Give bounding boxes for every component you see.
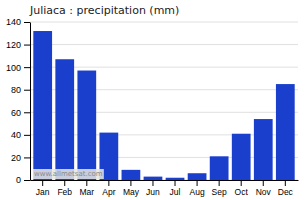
y-tick: 140: [6, 17, 30, 27]
bar: [33, 31, 52, 180]
x-tick: Apr: [102, 180, 115, 197]
bar: [55, 59, 74, 180]
x-tick-mark: [219, 180, 220, 186]
x-tick: Jul: [170, 180, 181, 197]
x-tick-mark: [197, 180, 198, 186]
x-tick: Aug: [190, 180, 205, 197]
bar: [232, 134, 251, 180]
x-tick-label: Dec: [278, 187, 294, 197]
y-tick-label: 120: [6, 40, 21, 50]
y-tick-mark: [24, 45, 30, 46]
x-tick-label: Jun: [146, 187, 160, 197]
x-tick-mark: [285, 180, 286, 186]
y-tick-label: 100: [6, 63, 21, 73]
x-tick-label: Oct: [235, 187, 249, 197]
y-tick-mark: [24, 135, 30, 136]
x-tick: Jan: [36, 180, 50, 197]
y-tick-label: 140: [6, 17, 21, 27]
x-tick-mark: [42, 180, 43, 186]
bar: [210, 156, 229, 180]
x-tick-label: Nov: [256, 187, 272, 197]
x-tick-mark: [241, 180, 242, 186]
x-tick: Oct: [235, 180, 249, 197]
y-tick-mark: [24, 90, 30, 91]
y-tick-label: 20: [11, 153, 21, 163]
y-tick: 120: [6, 40, 30, 50]
y-tick-label: 60: [11, 108, 21, 118]
y-tick-mark: [24, 22, 30, 23]
y-tick-mark: [24, 112, 30, 113]
chart: 0 20 40 60 80 100 120 140 Jan Feb Mar Apr May Jun Jul A…: [0, 0, 306, 200]
x-tick-label: Aug: [190, 187, 205, 197]
bar: [144, 177, 163, 180]
y-tick: 60: [11, 108, 30, 118]
x-tick-mark: [130, 180, 131, 186]
x-tick-mark: [64, 180, 65, 186]
x-tick: Dec: [278, 180, 294, 197]
x-tick: Nov: [256, 180, 272, 197]
x-tick-label: Jul: [170, 187, 181, 197]
watermark-background: [33, 169, 104, 179]
x-tick-mark: [86, 180, 87, 186]
bar: [77, 71, 96, 180]
x-tick: Jun: [146, 180, 160, 197]
x-axis: Jan Feb Mar Apr May Jun Jul Aug Sep Oct Nov Dec: [31, 180, 299, 197]
x-tick: Mar: [79, 180, 94, 197]
bar: [188, 173, 207, 180]
plot-area: 0 20 40 60 80 100 120 140 Jan Feb Mar Apr May Jun Jul A…: [6, 17, 299, 197]
y-tick: 100: [6, 63, 30, 73]
x-tick-mark: [263, 180, 264, 186]
x-tick-label: Jan: [36, 187, 50, 197]
bar: [122, 170, 141, 180]
x-tick: Feb: [57, 180, 72, 197]
x-tick-label: Sep: [212, 187, 227, 197]
y-tick: 20: [11, 153, 30, 163]
grid-line: [30, 22, 298, 23]
y-tick: 80: [11, 85, 30, 95]
bars: [33, 31, 294, 180]
y-tick-label: 0: [16, 175, 21, 185]
x-tick-label: Feb: [57, 187, 72, 197]
grid: [30, 22, 298, 180]
y-tick: 40: [11, 130, 30, 140]
y-tick-mark: [24, 67, 30, 68]
bar: [254, 119, 273, 180]
x-axis-line: [31, 180, 299, 181]
title: Juliaca : precipitation (mm): [29, 4, 179, 17]
y-tick-mark: [24, 180, 30, 181]
grid-line: [30, 44, 298, 45]
y-axis-line: [30, 23, 31, 181]
bar: [166, 178, 185, 180]
x-tick-mark: [152, 180, 153, 186]
bar: [276, 84, 295, 180]
y-tick-mark: [24, 157, 30, 158]
x-tick-mark: [108, 180, 109, 186]
y-axis: 0 20 40 60 80 100 120 140: [6, 17, 31, 185]
x-tick-label: May: [123, 187, 140, 197]
y-tick: 0: [16, 175, 30, 185]
x-tick-label: Mar: [79, 187, 94, 197]
x-tick-label: Apr: [102, 187, 115, 197]
y-tick-label: 40: [11, 130, 21, 140]
annotation: www.allmetsat.com: [33, 169, 104, 179]
watermark: www.allmetsat.com: [34, 170, 103, 178]
x-tick-mark: [175, 180, 176, 186]
x-tick: Sep: [212, 180, 227, 197]
y-tick-label: 80: [11, 85, 21, 95]
x-tick: May: [123, 180, 140, 197]
